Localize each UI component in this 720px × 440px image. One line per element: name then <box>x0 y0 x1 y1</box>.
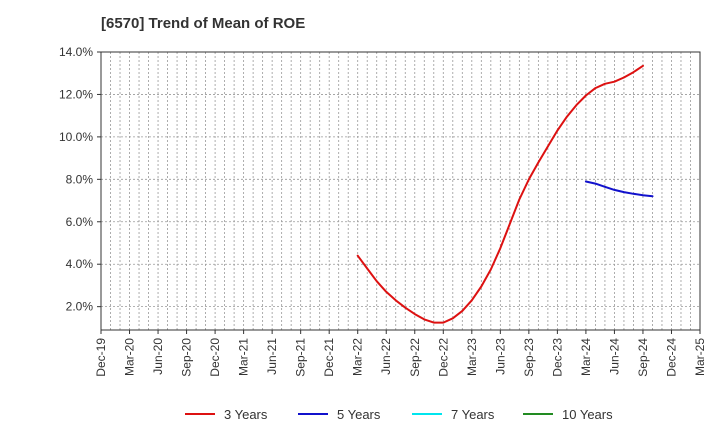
plot-frame <box>100 51 701 331</box>
x-tick-label: Mar-23 <box>465 338 479 376</box>
x-tick-label: Dec-20 <box>208 338 222 377</box>
x-tick-label: Mar-24 <box>579 338 593 376</box>
x-tick-label: Dec-19 <box>94 338 108 377</box>
series-line-3-years <box>356 64 644 324</box>
legend-label: 10 Years <box>562 407 613 422</box>
x-tick-label: Dec-24 <box>664 338 678 377</box>
y-tick-label: 6.0% <box>66 215 94 229</box>
y-tick-label: 10.0% <box>59 130 93 144</box>
y-tick-label: 14.0% <box>59 45 93 59</box>
x-tick-label: Jun-24 <box>607 338 621 375</box>
series-layer <box>356 64 654 324</box>
legend-label: 5 Years <box>337 407 381 422</box>
legend: 3 Years 5 Years 7 Years 10 Years <box>185 407 613 422</box>
y-tick-label: 4.0% <box>66 257 94 271</box>
x-tick-label: Sep-21 <box>294 338 308 377</box>
y-tick-label: 2.0% <box>66 300 94 314</box>
series-line-5-years <box>584 180 654 198</box>
legend-label: 3 Years <box>224 407 268 422</box>
x-tick-label: Sep-24 <box>636 338 650 377</box>
x-tick-label: Mar-22 <box>351 338 365 376</box>
legend-label: 7 Years <box>451 407 495 422</box>
x-tick-label: Dec-22 <box>436 338 450 377</box>
axis-layer: 2.0% 4.0% 6.0% 8.0% 10.0% 12.0% 14.0% Dec-19 Mar… <box>59 45 707 377</box>
x-tick-label: Mar-20 <box>123 338 137 376</box>
y-tick-label: 8.0% <box>66 172 94 186</box>
x-tick-label: Jun-21 <box>265 338 279 375</box>
x-tick-label: Dec-21 <box>322 338 336 377</box>
x-tick-label: Sep-23 <box>522 338 536 377</box>
x-tick-label: Sep-22 <box>408 338 422 377</box>
x-tick-label: Mar-25 <box>693 338 707 376</box>
grid-layer <box>101 51 700 330</box>
x-tick-label: Mar-21 <box>237 338 251 376</box>
chart-title: [6570] Trend of Mean of ROE <box>101 15 306 32</box>
x-tick-label: Sep-20 <box>180 338 194 377</box>
x-tick-label: Jun-20 <box>151 338 165 375</box>
x-tick-label: Jun-23 <box>493 338 507 375</box>
x-tick-label: Dec-23 <box>550 338 564 377</box>
y-tick-label: 12.0% <box>59 87 93 101</box>
x-tick-label: Jun-22 <box>379 338 393 375</box>
